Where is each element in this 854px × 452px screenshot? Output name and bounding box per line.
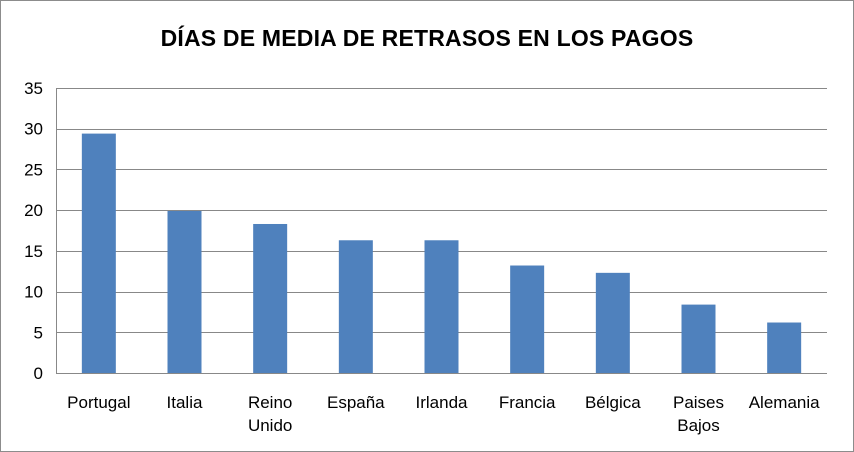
chart-title: DÍAS DE MEDIA DE RETRASOS EN LOS PAGOS (160, 25, 694, 51)
bar-alemania (767, 322, 802, 373)
x-tick-label-line: Bajos (677, 416, 720, 435)
x-tick-label-line: Reino (248, 393, 292, 412)
y-tick-label: 20 (24, 201, 43, 220)
bar-españa (338, 240, 373, 373)
x-tick-label-line: Irlanda (416, 393, 469, 412)
x-tick-label-line: Alemania (749, 393, 820, 412)
x-tick-label: Reino Unido (248, 393, 292, 435)
bar-paises-bajos (681, 304, 716, 373)
x-tick-label: Italia (167, 393, 203, 412)
y-tick-label: 0 (34, 364, 43, 383)
y-tick-label: 5 (34, 323, 43, 342)
x-tick-label: Francia (499, 393, 556, 412)
x-tick-label-line: Paises (673, 393, 724, 412)
x-tick-label: Paises Bajos (673, 393, 724, 435)
x-tick-label: Portugal (67, 393, 130, 412)
y-tick-label: 15 (24, 242, 43, 261)
bar-irlanda (424, 240, 459, 373)
bar-francia (510, 265, 545, 373)
y-axis-ticks: 0 5 10 15 20 25 30 35 (24, 79, 43, 383)
x-tick-label: Alemania (749, 393, 820, 412)
x-tick-label-line: Bélgica (585, 393, 641, 412)
x-tick-label: Bélgica (585, 393, 641, 412)
x-tick-label: Irlanda (416, 393, 469, 412)
bar-portugal (81, 133, 116, 373)
x-tick-label-line: Portugal (67, 393, 130, 412)
x-axis-ticks: Portugal Italia Reino Unido España Irlanda Fra… (67, 393, 820, 435)
bars (81, 133, 802, 373)
x-tick-label-line: Francia (499, 393, 556, 412)
bar-bélgica (595, 272, 630, 373)
y-tick-label: 25 (24, 160, 43, 179)
bar-reino-unido (253, 223, 288, 373)
x-tick-label-line: Unido (248, 416, 292, 435)
y-tick-label: 30 (24, 120, 43, 139)
y-tick-label: 35 (24, 79, 43, 98)
x-tick-label-line: Italia (167, 393, 203, 412)
x-tick-label: España (327, 393, 385, 412)
x-tick-label-line: España (327, 393, 385, 412)
y-tick-label: 10 (24, 283, 43, 302)
bar-italia (167, 210, 202, 373)
